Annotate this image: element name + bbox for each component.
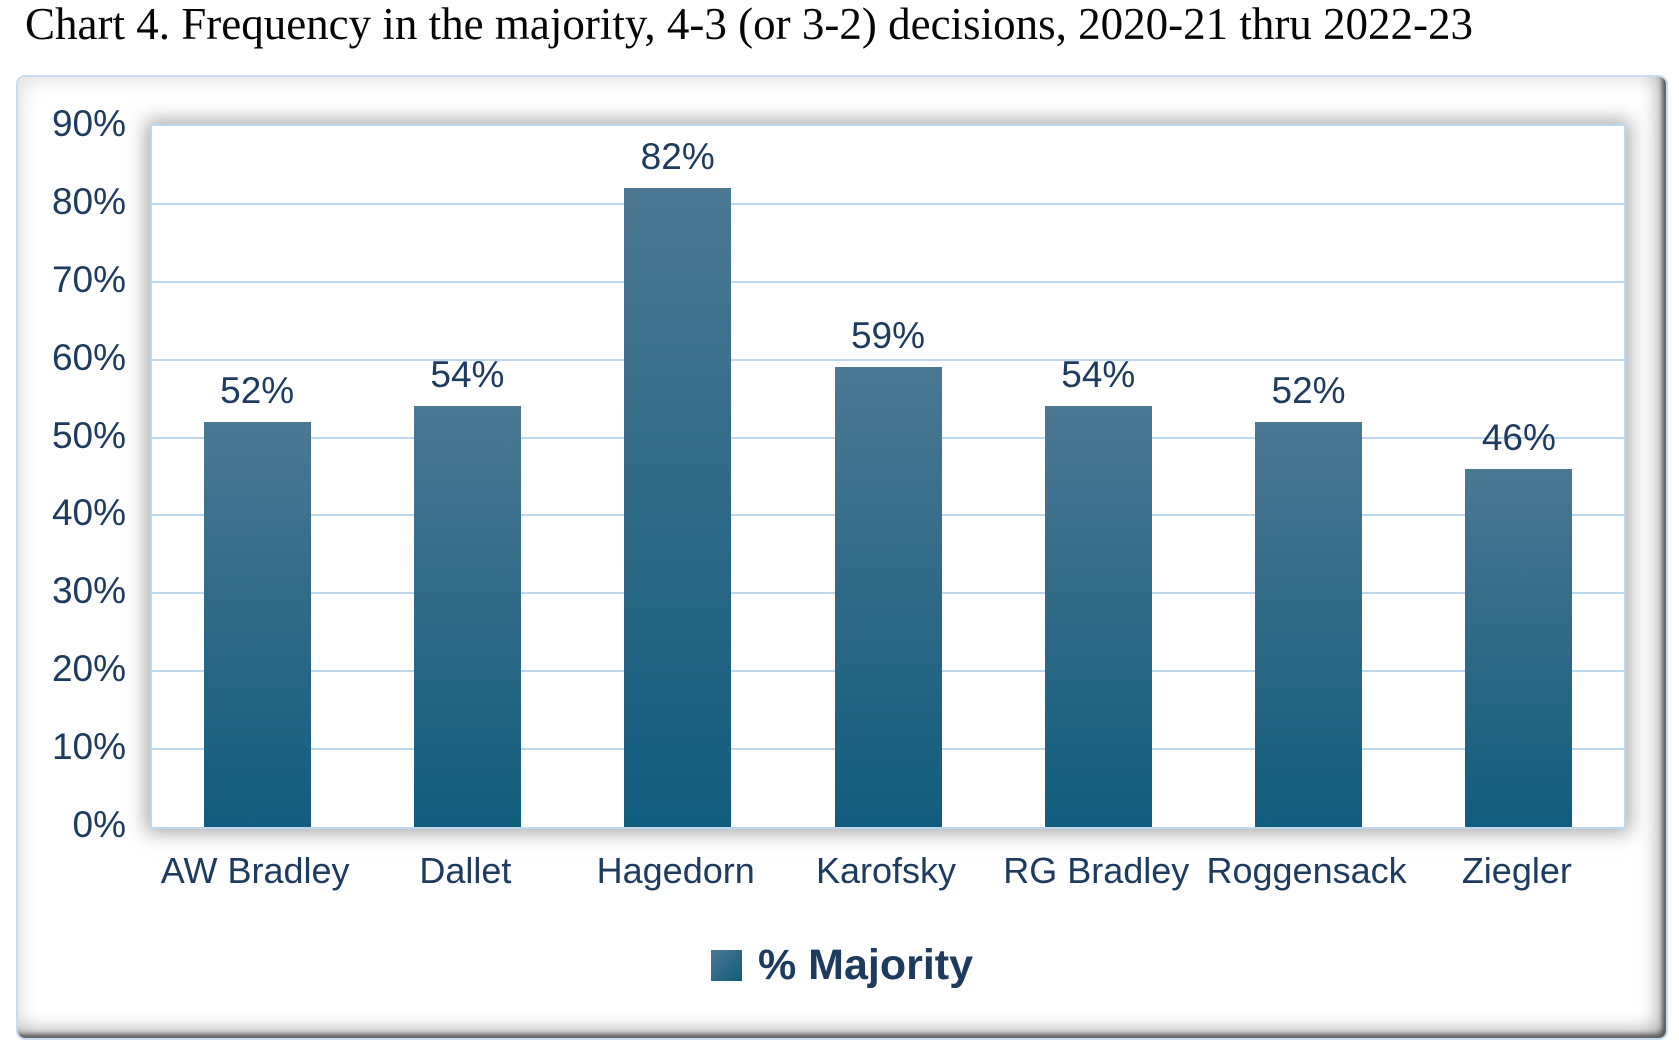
bar-ziegler: [1465, 468, 1573, 827]
y-tick-label: 60%: [51, 336, 126, 378]
bar-roggensack: [1255, 421, 1363, 827]
plot-area: 52% 54% 82% 59% 54% 52% 46%: [150, 124, 1626, 829]
gridline: [152, 280, 1624, 283]
y-tick-label: 30%: [51, 570, 126, 612]
x-axis-label-dallet: Dallet: [419, 850, 512, 891]
chart-frame: 52% 54% 82% 59% 54% 52% 46% 0% 10% 20% 30% 40% 50% 6…: [16, 75, 1668, 1040]
x-axis-label-rg-bradley: RG Bradley: [1003, 850, 1190, 891]
y-tick-label: 20%: [51, 648, 126, 690]
legend-swatch-icon: [710, 950, 742, 981]
bar-value-label: 54%: [430, 354, 505, 396]
bar-value-label: 54%: [1061, 354, 1136, 396]
y-tick-label: 40%: [51, 492, 126, 534]
legend: % Majority: [18, 941, 1666, 990]
x-axis-label-aw-bradley: AW Bradley: [160, 850, 350, 891]
bar-value-label: 59%: [850, 315, 926, 357]
bar-value-label: 82%: [640, 136, 715, 178]
bar-value-label: 46%: [1481, 416, 1556, 458]
gridline: [152, 358, 1624, 361]
x-axis-label-ziegler: Ziegler: [1461, 850, 1572, 891]
y-tick-label: 90%: [51, 103, 126, 144]
y-tick-label: 10%: [51, 726, 126, 768]
bar-aw-bradley: [203, 421, 311, 827]
bar-hagedorn: [624, 188, 732, 827]
legend-series-label: % Majority: [757, 941, 974, 989]
y-tick-label: 80%: [51, 180, 126, 222]
x-axis-label-hagedorn: Hagedorn: [596, 850, 755, 891]
x-axis-label-roggensack: Roggensack: [1206, 850, 1407, 891]
y-tick-label: 50%: [51, 414, 126, 456]
chart-title: Chart 4. Frequency in the majority, 4-3 …: [25, 0, 1474, 49]
x-axis-label-karofsky: Karofsky: [815, 850, 957, 891]
bar-value-label: 52%: [1271, 369, 1346, 411]
bar-karofsky: [834, 367, 942, 827]
y-tick-label: 70%: [51, 258, 126, 300]
bar-dallet: [413, 406, 521, 827]
gridline: [152, 202, 1624, 205]
bar-value-label: 52%: [220, 369, 295, 411]
y-tick-label: 0%: [72, 804, 126, 845]
bar-rg-bradley: [1044, 406, 1152, 827]
